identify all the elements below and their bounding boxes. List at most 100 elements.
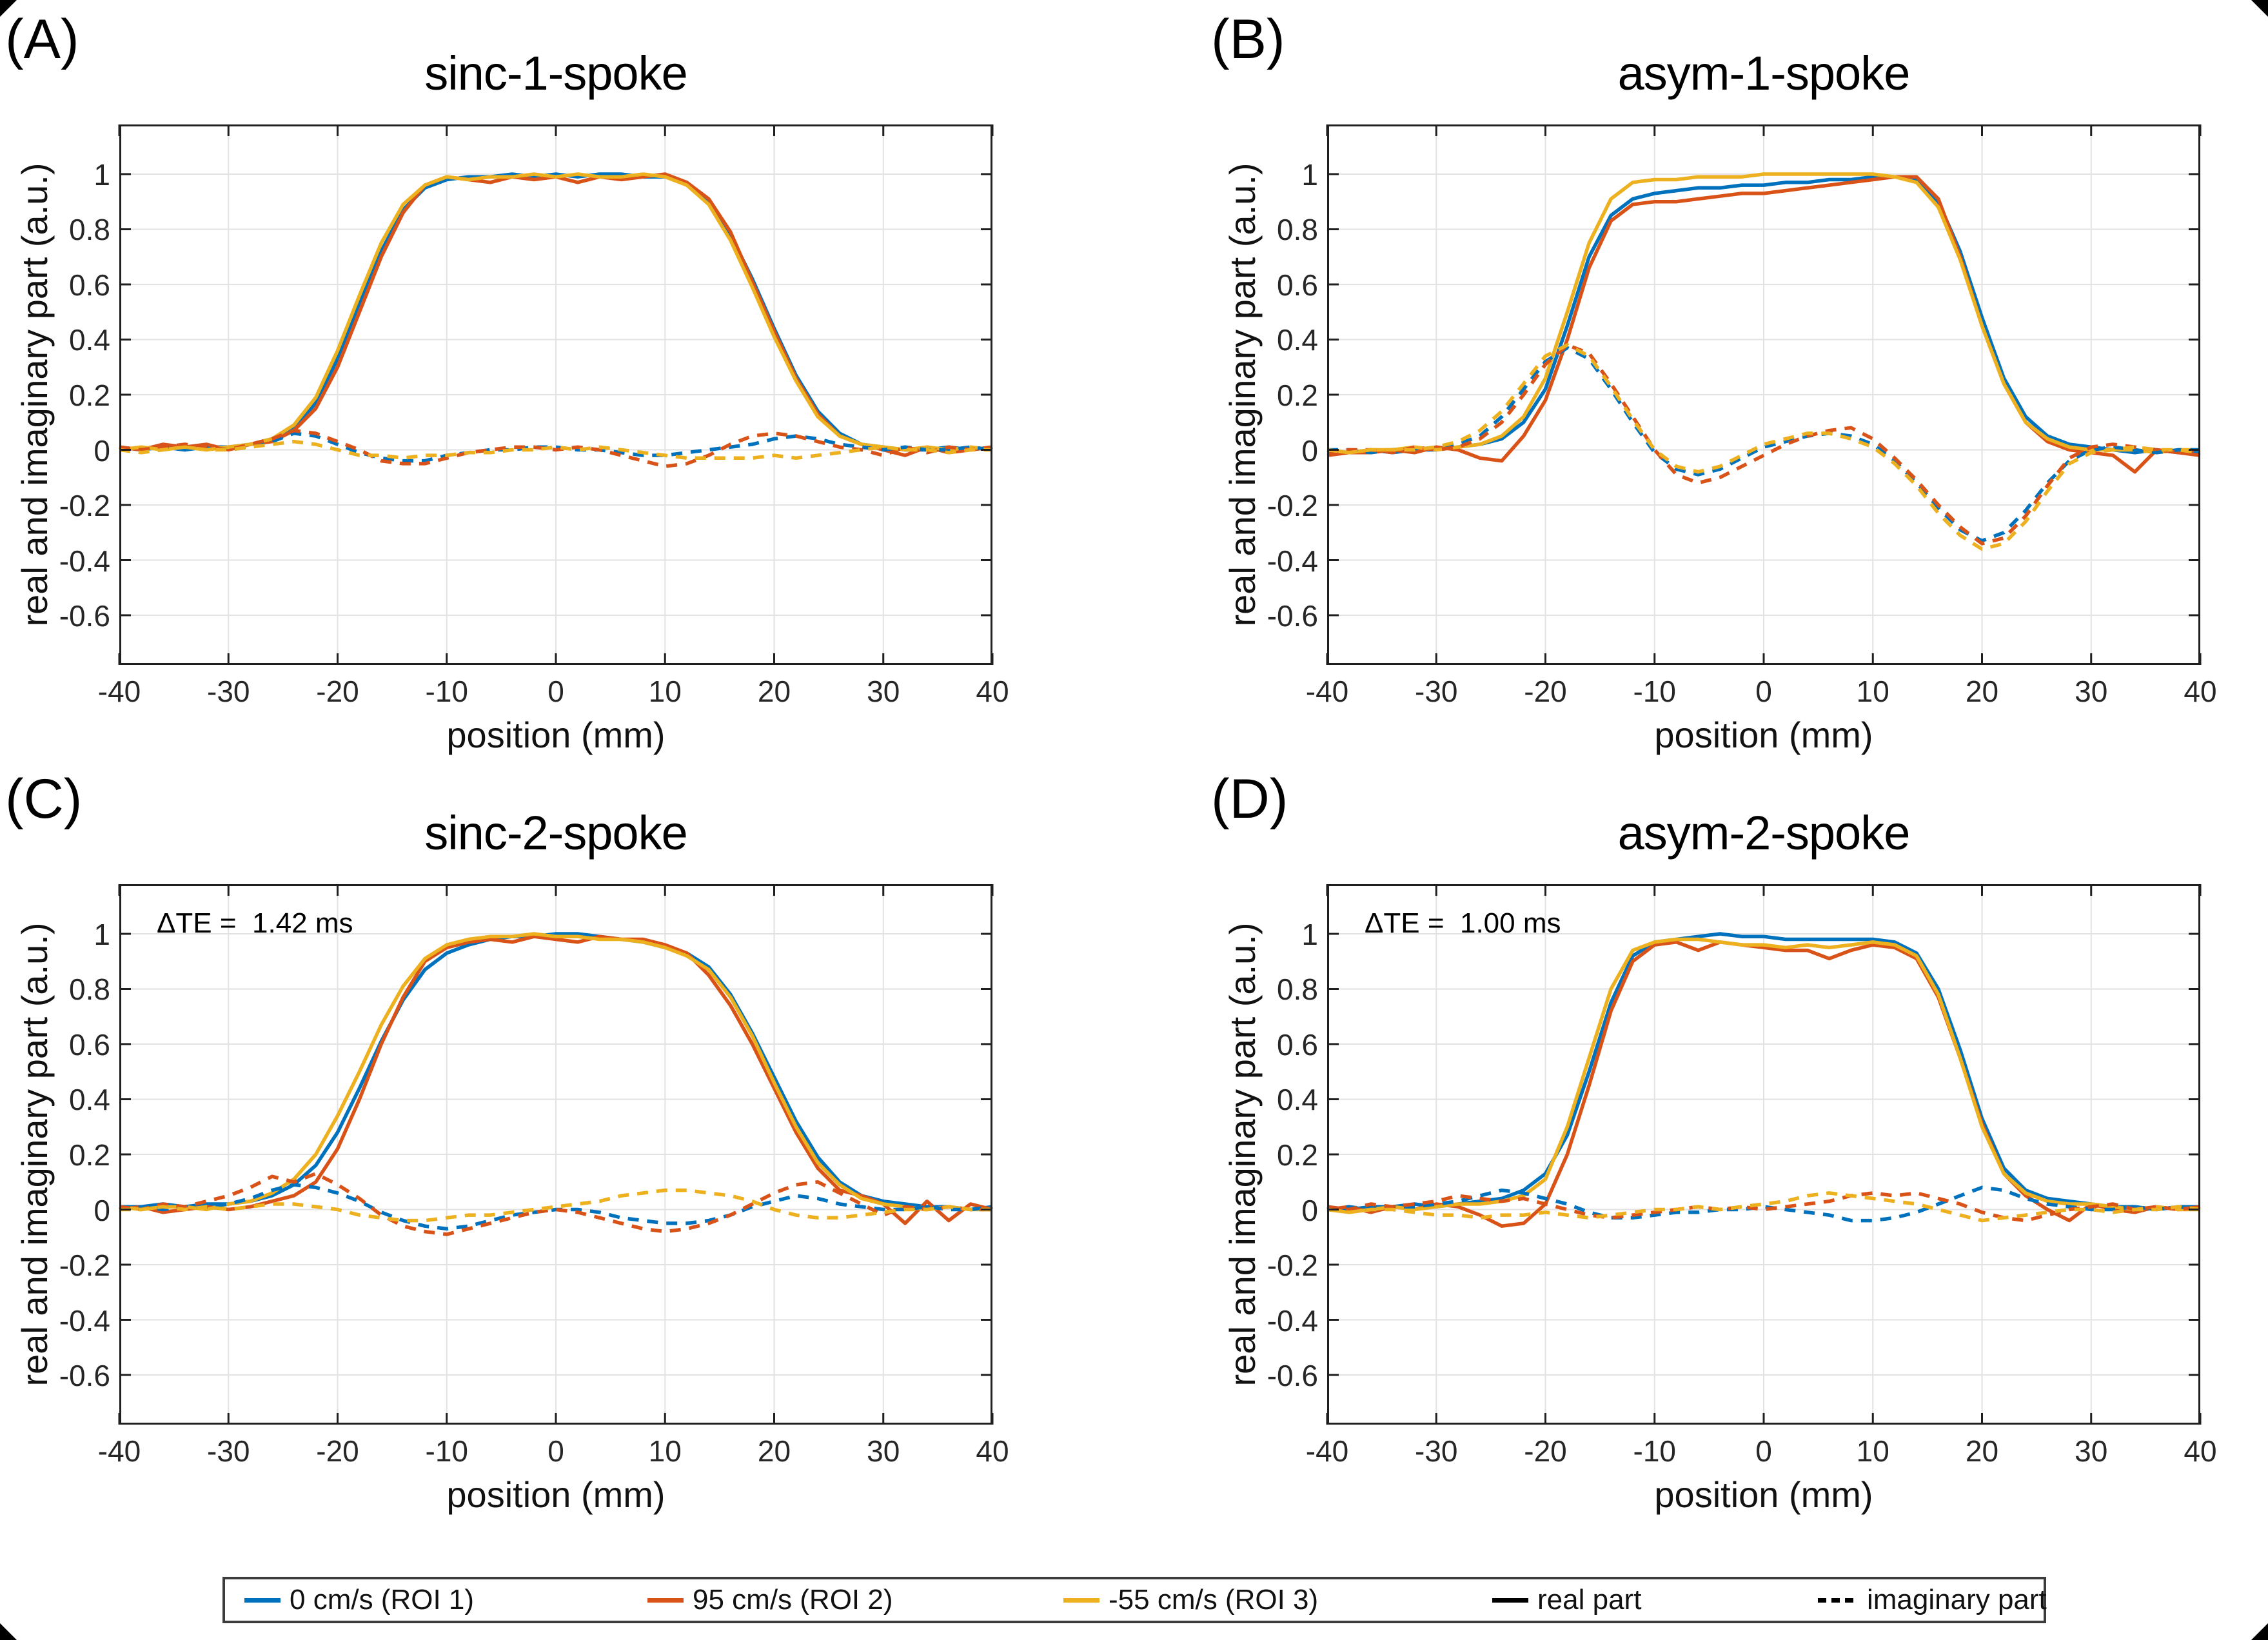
x-tick-label: 40 xyxy=(2184,1434,2217,1468)
legend-line-sample-black-dashed xyxy=(1818,1597,1858,1603)
series-red-real xyxy=(1326,175,2201,474)
plot-title: sinc-2-spoke xyxy=(424,806,688,860)
legend-line-sample-blue-solid xyxy=(244,1597,281,1603)
x-tick-label: 0 xyxy=(547,1434,564,1468)
x-axis-label: position (mm) xyxy=(446,1474,666,1515)
legend-entry-roi3: -55 cm/s (ROI 3) xyxy=(1063,1579,1318,1621)
window-corner-top-left xyxy=(0,0,17,17)
y-tick-label: 0.2 xyxy=(1277,1138,1318,1172)
y-tick-label: 0 xyxy=(1301,1193,1318,1227)
legend-entry-real-part: real part xyxy=(1492,1579,1641,1621)
y-tick-label: 0.8 xyxy=(69,973,110,1007)
x-tick-label: 0 xyxy=(1755,675,1772,708)
y-tick-label: 0.4 xyxy=(1277,1083,1318,1117)
legend-line-sample-black-solid xyxy=(1492,1597,1528,1603)
series-yellow-real xyxy=(119,172,993,452)
x-tick-label: -10 xyxy=(1633,675,1676,708)
legend-label: imaginary part xyxy=(1867,1584,2047,1615)
figure-legend: 0 cm/s (ROI 1) 95 cm/s (ROI 2) -55 cm/s … xyxy=(222,1577,2047,1623)
legend-label: 95 cm/s (ROI 2) xyxy=(693,1584,893,1615)
y-axis-label: real and imaginary part (a.u.) xyxy=(1222,163,1263,627)
x-tick-label: 10 xyxy=(1856,675,1889,708)
axes-box xyxy=(119,884,992,1425)
y-tick-label: 0.6 xyxy=(1277,268,1318,302)
x-tick-label: 30 xyxy=(867,675,900,708)
y-tick-label: 0.8 xyxy=(1277,213,1318,247)
y-tick-label: 0 xyxy=(94,433,110,468)
y-tick-label: 1 xyxy=(94,157,110,192)
x-tick-label: -20 xyxy=(316,675,359,708)
y-tick-label: 0.6 xyxy=(69,1027,110,1062)
panel-letter-a: (A) xyxy=(5,8,79,70)
x-tick-label: 40 xyxy=(2184,675,2217,708)
x-tick-label: -20 xyxy=(1524,675,1567,708)
y-tick-label: 0.4 xyxy=(1277,323,1318,357)
y-axis-label: real and imaginary part (a.u.) xyxy=(1222,922,1263,1387)
x-tick-label: 0 xyxy=(547,675,564,708)
y-tick-label: 0.6 xyxy=(69,268,110,302)
series-red-imaginary xyxy=(119,428,993,468)
series-yellow-real xyxy=(1326,937,2200,1214)
y-tick-label: -0.6 xyxy=(59,599,110,633)
axes-box xyxy=(1327,884,2200,1425)
y-tick-label: -0.6 xyxy=(59,1359,110,1393)
panel-letter-c: (C) xyxy=(5,768,83,830)
plot-title: sinc-1-spoke xyxy=(424,46,688,100)
series-blue-imaginary xyxy=(119,431,993,463)
x-tick-label: 0 xyxy=(1755,1434,1772,1468)
x-tick-label: -10 xyxy=(1633,1434,1676,1468)
y-tick-label: 0.2 xyxy=(69,1138,110,1172)
plot-panel-c: sinc-2-spoke real and imaginary part (a.… xyxy=(14,806,1009,1515)
legend-entry-imaginary-part: imaginary part xyxy=(1818,1579,2047,1621)
x-tick-label: -30 xyxy=(1415,675,1458,708)
window-corner-top-right xyxy=(2251,0,2268,17)
x-tick-label: 10 xyxy=(1856,1434,1889,1468)
chart-canvas xyxy=(1326,884,2202,1425)
x-tick-label: 20 xyxy=(757,675,791,708)
y-tick-label: -0.6 xyxy=(1267,1359,1318,1393)
y-tick-label: 0.8 xyxy=(1277,973,1318,1007)
y-tick-label: 0.2 xyxy=(1277,379,1318,412)
x-tick-label: 10 xyxy=(648,1434,682,1468)
legend-line-sample-yellow-solid xyxy=(1063,1597,1099,1603)
x-tick-label: -30 xyxy=(207,675,250,708)
y-tick-label: 1 xyxy=(1301,917,1318,951)
x-tick-label: -40 xyxy=(1305,675,1349,708)
legend-label: real part xyxy=(1537,1584,1642,1615)
series-yellow-imaginary xyxy=(1326,1191,2201,1223)
x-tick-label: 20 xyxy=(757,1434,791,1468)
legend-label: -55 cm/s (ROI 3) xyxy=(1109,1584,1319,1615)
y-axis-label: real and imaginary part (a.u.) xyxy=(14,163,55,627)
window-corner-bottom-left xyxy=(0,1623,17,1640)
panel-letter-b: (B) xyxy=(1211,8,1285,70)
series-red-real xyxy=(119,934,993,1225)
chart-canvas xyxy=(1326,124,2202,665)
y-tick-label: -0.6 xyxy=(1267,599,1318,633)
y-tick-label: 0 xyxy=(94,1193,110,1227)
x-tick-label: 20 xyxy=(1965,1434,1999,1468)
axes-box xyxy=(119,124,992,665)
chart-canvas xyxy=(118,884,994,1425)
x-tick-label: -10 xyxy=(425,1434,468,1468)
y-tick-label: 1 xyxy=(1301,157,1318,192)
x-tick-label: -40 xyxy=(1305,1434,1349,1468)
y-tick-label: -0.4 xyxy=(1267,544,1318,578)
x-tick-label: -40 xyxy=(97,1434,141,1468)
x-tick-label: 30 xyxy=(867,1434,900,1468)
y-tick-label: -0.2 xyxy=(59,489,110,523)
axes-box xyxy=(1327,124,2200,665)
x-tick-label: -30 xyxy=(1415,1434,1458,1468)
x-tick-label: -20 xyxy=(1524,1434,1567,1468)
y-tick-label: 0.2 xyxy=(69,379,110,412)
x-tick-label: -20 xyxy=(316,1434,359,1468)
x-tick-label: 20 xyxy=(1965,675,1999,708)
y-tick-label: -0.2 xyxy=(1267,1249,1318,1283)
x-axis-label: position (mm) xyxy=(446,715,666,755)
x-tick-label: 40 xyxy=(976,1434,1009,1468)
series-yellow-imaginary xyxy=(119,1188,992,1223)
y-tick-label: 0 xyxy=(1301,433,1318,468)
plot-panel-b: asym-1-spoke real and imaginary part (a.… xyxy=(1222,46,2217,755)
series-blue-imaginary xyxy=(1327,346,2200,543)
series-blue-imaginary xyxy=(119,1183,993,1231)
